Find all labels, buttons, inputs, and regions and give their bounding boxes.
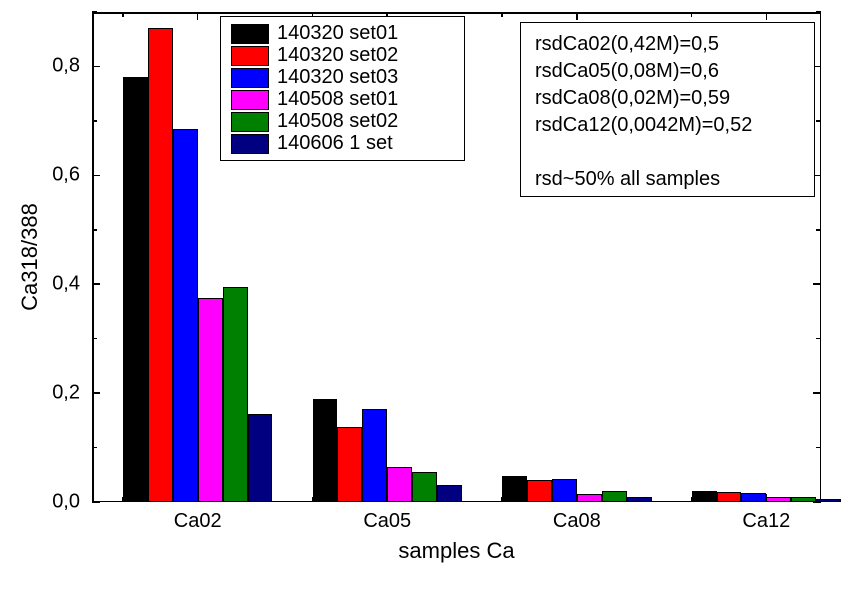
bar [741, 493, 766, 502]
x-tick-label: Ca12 [742, 510, 790, 533]
bar [248, 414, 273, 502]
y-tick [816, 447, 821, 449]
bar [198, 298, 223, 502]
x-tick-label: Ca05 [363, 510, 411, 533]
bar [362, 409, 387, 502]
x-tick [197, 12, 199, 20]
bar [552, 479, 577, 502]
legend-item: 140320 set03 [231, 67, 454, 88]
bar [717, 492, 742, 502]
legend-swatch [231, 24, 269, 44]
x-tick [576, 12, 578, 20]
y-tick [816, 229, 821, 231]
axis-frame-left [92, 12, 94, 502]
x-tick-label: Ca08 [553, 510, 601, 533]
bar [816, 499, 841, 502]
y-tick [92, 229, 97, 231]
annotation-line: rsdCa12(0,0042M)=0,52 [535, 112, 800, 139]
axis-frame-top [92, 12, 821, 14]
bar [627, 497, 652, 502]
bar [527, 480, 552, 502]
bar [313, 399, 338, 502]
bar [337, 427, 362, 502]
annotation-line: rsd~50% all samples [535, 166, 800, 193]
bar [173, 129, 198, 502]
bar [387, 467, 412, 502]
y-tick [816, 120, 821, 122]
bar [766, 497, 791, 502]
bar [602, 491, 627, 502]
x-tick [766, 12, 768, 20]
y-tick [92, 501, 100, 503]
legend-item: 140508 set02 [231, 111, 454, 132]
y-axis-label: Ca318/388 [17, 203, 43, 311]
legend-label: 140508 set01 [277, 89, 398, 110]
legend-swatch [231, 112, 269, 132]
legend-item: 140320 set01 [231, 23, 454, 44]
y-tick [816, 338, 821, 340]
y-tick [92, 447, 97, 449]
legend-label: 140320 set03 [277, 67, 398, 88]
legend-swatch [231, 134, 269, 154]
y-tick [813, 392, 821, 394]
legend-swatch [231, 68, 269, 88]
y-tick [92, 175, 100, 177]
bar [437, 485, 462, 502]
legend-item: 140606 1 set [231, 133, 454, 154]
legend-label: 140320 set02 [277, 45, 398, 66]
y-tick [813, 283, 821, 285]
y-tick [92, 283, 100, 285]
annotation-box: rsdCa02(0,42M)=0,5rsdCa05(0,08M)=0,6rsdC… [520, 22, 815, 197]
legend-label: 140320 set01 [277, 23, 398, 44]
y-tick-label: 0,4 [52, 273, 88, 296]
y-tick [92, 392, 100, 394]
x-minor-tick [122, 12, 124, 17]
x-axis-label: samples Ca [398, 538, 514, 564]
figure-root: Ca318/388 samples Ca 140320 set01140320 … [0, 0, 841, 596]
y-tick-label: 0,0 [52, 491, 88, 514]
x-tick-label: Ca02 [174, 510, 222, 533]
legend-swatch [231, 46, 269, 66]
bar [412, 472, 437, 502]
annotation-line: rsdCa02(0,42M)=0,5 [535, 31, 800, 58]
legend-item: 140320 set02 [231, 45, 454, 66]
bar [577, 494, 602, 502]
legend-label: 140508 set02 [277, 111, 398, 132]
axis-frame-right [820, 12, 822, 502]
annotation-line: rsdCa08(0,02M)=0,59 [535, 85, 800, 112]
y-tick [92, 66, 100, 68]
bar [502, 476, 527, 502]
legend-item: 140508 set01 [231, 89, 454, 110]
y-tick-label: 0,8 [52, 55, 88, 78]
x-minor-tick [691, 12, 693, 17]
annotation-line: rsdCa05(0,08M)=0,6 [535, 58, 800, 85]
y-tick-label: 0,6 [52, 164, 88, 187]
legend-swatch [231, 90, 269, 110]
bar [123, 77, 148, 502]
legend-label: 140606 1 set [277, 133, 393, 154]
y-tick-label: 0,2 [52, 382, 88, 405]
annotation-line [535, 139, 800, 166]
bar [692, 491, 717, 502]
y-tick [92, 338, 97, 340]
y-tick [92, 120, 97, 122]
y-tick [816, 11, 821, 13]
x-minor-tick [501, 12, 503, 17]
bar [223, 287, 248, 502]
y-tick [92, 11, 97, 13]
bar [148, 28, 173, 502]
bar [791, 497, 816, 502]
legend-box: 140320 set01140320 set02140320 set031405… [220, 16, 465, 161]
